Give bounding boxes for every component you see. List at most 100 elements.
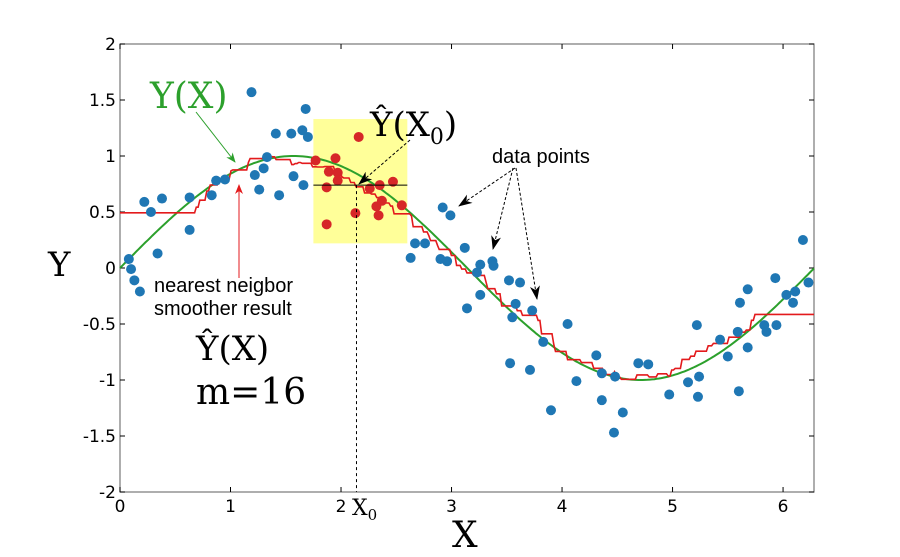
data-point xyxy=(274,190,285,201)
data-point xyxy=(219,174,230,185)
smoother-estimate-label: Ŷ(X) xyxy=(195,328,269,369)
y-tick-label: 0 xyxy=(105,259,116,279)
data-point xyxy=(803,277,814,288)
data-point xyxy=(123,254,134,265)
data-point xyxy=(258,163,269,174)
estimate-x0-label: Ŷ(X0) xyxy=(369,104,457,150)
data-point xyxy=(788,297,799,308)
data-point xyxy=(286,128,297,139)
data-point xyxy=(270,128,281,139)
data-point xyxy=(633,358,644,369)
data-point xyxy=(298,180,309,191)
data-point xyxy=(246,87,257,98)
y-tick-label: -0.5 xyxy=(83,315,116,335)
data-points-arrow xyxy=(515,167,540,300)
data-point xyxy=(152,248,163,259)
data-point xyxy=(507,312,518,323)
data-point xyxy=(459,242,470,253)
x-tick-label: 5 xyxy=(667,497,678,517)
data-point xyxy=(562,319,573,329)
neighbor-point xyxy=(396,200,407,211)
y-tick-label: 0.5 xyxy=(89,203,116,223)
data-point xyxy=(126,264,137,275)
y-axis-label: Y xyxy=(47,245,71,285)
data-point xyxy=(515,277,526,288)
data-point xyxy=(471,267,482,278)
y-tick-label: -1 xyxy=(99,371,116,391)
x0-tick-label: X0 xyxy=(352,496,377,524)
neighbor-point xyxy=(332,167,343,178)
data-point xyxy=(591,350,602,361)
data-point xyxy=(692,391,703,402)
data-points-arrow xyxy=(458,167,516,207)
data-point xyxy=(261,152,272,163)
x-tick-label: 2 xyxy=(336,497,347,517)
axis-ticks: 0 1 2 3 4 5 6 -2 -1.5 -1 -0.5 0 0.5 1 1.5 2 xyxy=(83,35,814,517)
x-tick-label: 4 xyxy=(557,497,568,517)
neighbor-point xyxy=(321,182,332,193)
data-point xyxy=(139,196,150,207)
data-point xyxy=(734,297,745,308)
data-point xyxy=(733,386,744,397)
y-tick-label: -1.5 xyxy=(83,427,116,447)
data-point xyxy=(254,184,265,195)
data-point xyxy=(288,171,299,182)
data-point xyxy=(761,326,772,337)
data-point xyxy=(420,238,431,249)
neighbor-point xyxy=(323,166,334,177)
data-point xyxy=(145,207,156,217)
true-function-line xyxy=(119,155,815,381)
data-points xyxy=(123,87,814,438)
data-point xyxy=(297,125,308,136)
data-point xyxy=(596,395,607,406)
data-point xyxy=(596,368,607,379)
smoother-label-line-2: smoother result xyxy=(154,298,292,320)
data-point xyxy=(410,238,421,249)
data-point xyxy=(538,336,549,347)
data-point xyxy=(129,275,140,286)
neighbor-point xyxy=(353,131,364,142)
x-tick-label: 3 xyxy=(446,497,457,517)
data-points-arrow xyxy=(491,167,514,250)
neighbor-point xyxy=(330,153,341,164)
x-tick-label: 6 xyxy=(778,497,789,517)
data-point xyxy=(184,224,195,235)
data-point xyxy=(134,286,145,297)
data-point xyxy=(664,389,675,400)
data-point xyxy=(442,256,453,267)
y-tick-label: 2 xyxy=(105,35,116,55)
data-point xyxy=(503,275,514,286)
data-point xyxy=(608,427,619,438)
neighbor-point xyxy=(310,155,321,166)
x-axis-label: X xyxy=(452,515,478,556)
neighbor-point xyxy=(387,176,398,187)
data-point xyxy=(302,131,313,142)
data-point xyxy=(527,305,538,316)
estimate-arrow xyxy=(358,139,411,185)
data-point xyxy=(545,405,556,416)
y-tick-label: -2 xyxy=(99,483,116,503)
data-point xyxy=(488,260,499,271)
m-label: m=16 xyxy=(196,372,306,413)
data-point xyxy=(206,190,217,201)
data-point xyxy=(475,289,486,300)
data-point xyxy=(184,192,195,203)
data-point xyxy=(445,210,456,221)
data-point xyxy=(770,273,781,284)
data-point xyxy=(781,289,792,300)
data-point xyxy=(643,359,654,370)
data-point xyxy=(610,371,621,382)
data-point xyxy=(683,377,694,388)
data-point xyxy=(722,351,733,362)
data-point xyxy=(300,103,311,114)
neighbor-point xyxy=(332,175,343,186)
data-point xyxy=(732,326,743,337)
data-point xyxy=(462,303,472,314)
neighbor-point xyxy=(350,208,361,219)
data-point xyxy=(715,334,726,345)
data-point xyxy=(771,320,782,331)
true-function-label: Y(X) xyxy=(149,76,227,117)
true-function-arrow xyxy=(195,111,236,163)
smoother-label-line-1: nearest neigbor xyxy=(154,275,293,297)
neighbor-point xyxy=(364,183,375,194)
